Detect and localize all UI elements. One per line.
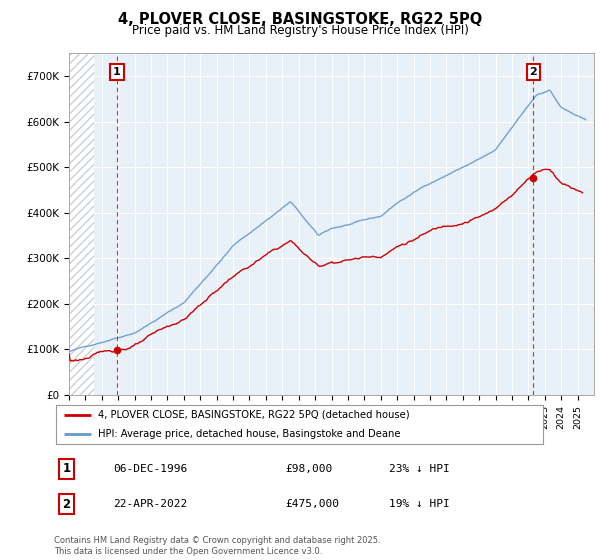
Text: 4, PLOVER CLOSE, BASINGSTOKE, RG22 5PQ (detached house): 4, PLOVER CLOSE, BASINGSTOKE, RG22 5PQ (…	[98, 409, 410, 419]
Text: 2: 2	[62, 497, 70, 511]
Text: HPI: Average price, detached house, Basingstoke and Deane: HPI: Average price, detached house, Basi…	[98, 429, 401, 439]
FancyBboxPatch shape	[56, 405, 542, 444]
Text: £98,000: £98,000	[285, 464, 332, 474]
Text: 19% ↓ HPI: 19% ↓ HPI	[389, 499, 449, 509]
Text: Contains HM Land Registry data © Crown copyright and database right 2025.
This d: Contains HM Land Registry data © Crown c…	[54, 536, 380, 556]
Bar	[69, 53, 94, 395]
Text: 1: 1	[113, 67, 121, 77]
Text: 22-APR-2022: 22-APR-2022	[113, 499, 187, 509]
Text: Price paid vs. HM Land Registry's House Price Index (HPI): Price paid vs. HM Land Registry's House …	[131, 24, 469, 36]
Text: 23% ↓ HPI: 23% ↓ HPI	[389, 464, 449, 474]
Text: £475,000: £475,000	[285, 499, 339, 509]
Text: 4, PLOVER CLOSE, BASINGSTOKE, RG22 5PQ: 4, PLOVER CLOSE, BASINGSTOKE, RG22 5PQ	[118, 12, 482, 27]
Text: 1: 1	[62, 463, 70, 475]
Text: 06-DEC-1996: 06-DEC-1996	[113, 464, 187, 474]
Text: 2: 2	[529, 67, 537, 77]
